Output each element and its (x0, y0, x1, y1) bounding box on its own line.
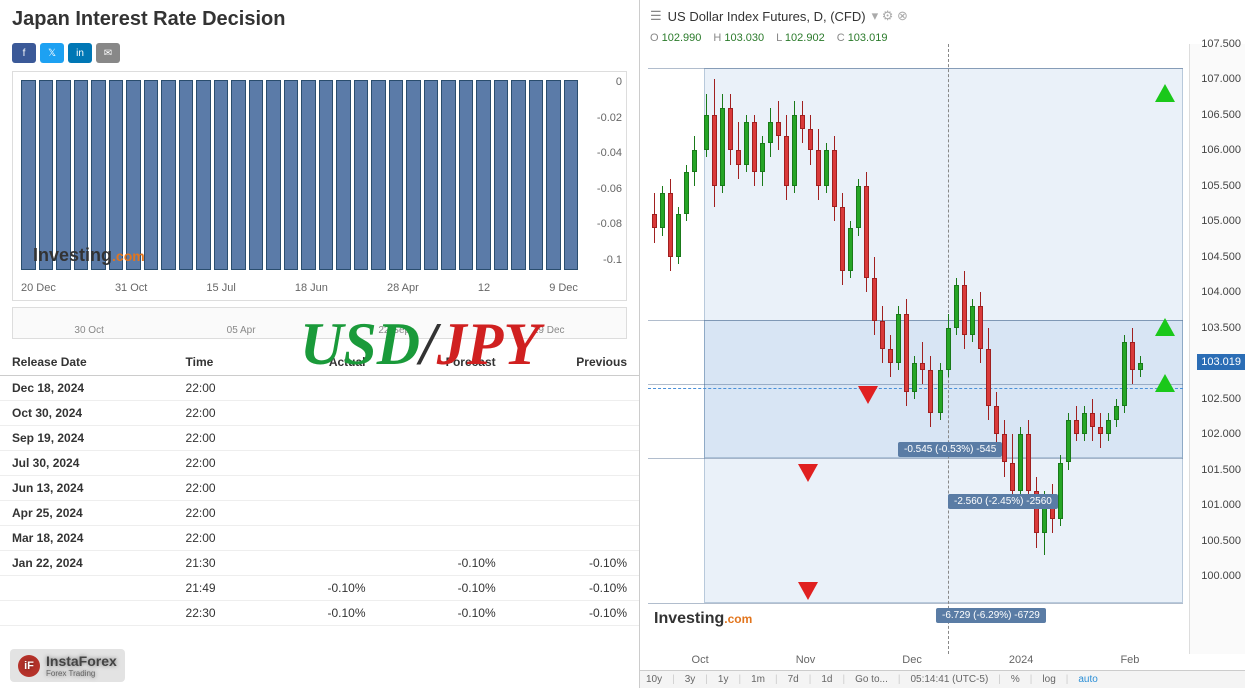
fib-badge: -6.729 (-6.29%) -6729 (936, 608, 1046, 623)
bar (231, 80, 246, 270)
bar (214, 80, 229, 270)
bar (21, 80, 36, 270)
fib-line (648, 68, 1183, 69)
table-row: 22:30-0.10%-0.10%-0.10% (0, 601, 639, 626)
toolbar-item[interactable]: 10y (646, 674, 662, 685)
toolbar-item[interactable]: % (1011, 674, 1020, 685)
table-row: Oct 30, 202422:00 (0, 401, 639, 426)
bar (284, 80, 299, 270)
bar (144, 80, 159, 270)
bar (511, 80, 526, 270)
toolbar-item[interactable]: 3y (685, 674, 696, 685)
facebook-icon[interactable]: f (12, 43, 36, 63)
table-row: Dec 18, 202422:00 (0, 376, 639, 401)
bar (529, 80, 544, 270)
table-header: Release Date (0, 349, 174, 376)
toolbar-item[interactable]: Go to... (855, 674, 888, 685)
linkedin-icon[interactable]: in (68, 43, 92, 63)
chart-title: ☰ US Dollar Index Futures, D, (CFD) ▾ ⚙ … (640, 0, 1245, 32)
time-axis: OctNovDec2024Feb (648, 654, 1183, 670)
pair-overlay: USD/JPY (300, 310, 540, 379)
toolbar-item[interactable]: 1d (821, 674, 832, 685)
fib-badge: -0.545 (-0.53%) -545 (898, 442, 1002, 457)
bar (249, 80, 264, 270)
investing-logo: Investing.com (33, 245, 145, 266)
bar (301, 80, 316, 270)
price-axis: 107.500107.000106.500106.000105.500105.0… (1189, 44, 1245, 654)
toolbar-item[interactable]: 05:14:41 (UTC-5) (910, 674, 988, 685)
bar (179, 80, 194, 270)
bar (336, 80, 351, 270)
table-row: 21:49-0.10%-0.10%-0.10% (0, 576, 639, 601)
instaforex-icon: iF (18, 655, 40, 677)
bar (196, 80, 211, 270)
bar-chart: 0-0.02-0.04-0.06-0.08-0.1 Investing.com … (0, 71, 639, 301)
social-buttons: f 𝕏 in ✉ (0, 39, 639, 71)
right-panel: ☰ US Dollar Index Futures, D, (CFD) ▾ ⚙ … (640, 0, 1245, 688)
bar (56, 80, 71, 270)
fib-line (648, 603, 1183, 604)
bar (91, 80, 106, 270)
twitter-icon[interactable]: 𝕏 (40, 43, 64, 63)
fib-zone (704, 320, 1183, 458)
bar (266, 80, 281, 270)
fib-line (648, 320, 1183, 321)
toolbar-item[interactable]: 7d (788, 674, 799, 685)
up-arrow-icon (1155, 318, 1175, 336)
bar (319, 80, 334, 270)
bar (406, 80, 421, 270)
bar (109, 80, 124, 270)
toolbar-item[interactable]: log (1042, 674, 1055, 685)
bar (371, 80, 386, 270)
up-arrow-icon (1155, 374, 1175, 392)
up-arrow-icon (1155, 84, 1175, 102)
down-arrow-icon (798, 464, 818, 482)
toolbar-item[interactable]: 1m (751, 674, 765, 685)
bar (126, 80, 141, 270)
fib-line (648, 458, 1183, 459)
table-row: Mar 18, 202422:00 (0, 526, 639, 551)
bar (39, 80, 54, 270)
bar (354, 80, 369, 270)
investing-logo-right: Investing.com (654, 610, 752, 628)
bar (564, 80, 579, 270)
table-header: Time (174, 349, 269, 376)
bar (74, 80, 89, 270)
toolbar-item[interactable]: 1y (718, 674, 729, 685)
bar (389, 80, 404, 270)
current-price-badge: 103.019 (1197, 354, 1245, 370)
toolbar-item[interactable]: auto (1078, 674, 1097, 685)
bar (459, 80, 474, 270)
chart-toolbar[interactable]: 10y|3y|1y|1m|7d|1d|Go to...|05:14:41 (UT… (640, 670, 1245, 688)
instaforex-watermark: iF InstaForex Forex Trading (10, 649, 125, 682)
down-arrow-icon (798, 582, 818, 600)
bar (424, 80, 439, 270)
table-row: Jan 22, 202421:30-0.10%-0.10% (0, 551, 639, 576)
bar (494, 80, 509, 270)
bar (441, 80, 456, 270)
table-row: Sep 19, 202422:00 (0, 426, 639, 451)
table-row: Apr 25, 202422:00 (0, 501, 639, 526)
fib-badge: -2.560 (-2.45%) -2560 (948, 494, 1058, 509)
bar (546, 80, 561, 270)
table-row: Jul 30, 202422:00 (0, 451, 639, 476)
release-table: Release DateTimeActualForecastPrevious D… (0, 349, 639, 626)
candlestick-chart[interactable]: -0.545 (-0.53%) -545 -2.560 (-2.45%) -256… (648, 44, 1183, 654)
mail-icon[interactable]: ✉ (96, 43, 120, 63)
page-title: Japan Interest Rate Decision (0, 0, 639, 39)
bar (161, 80, 176, 270)
table-row: Jun 13, 202422:00 (0, 476, 639, 501)
bar (476, 80, 491, 270)
down-arrow-icon (858, 386, 878, 404)
